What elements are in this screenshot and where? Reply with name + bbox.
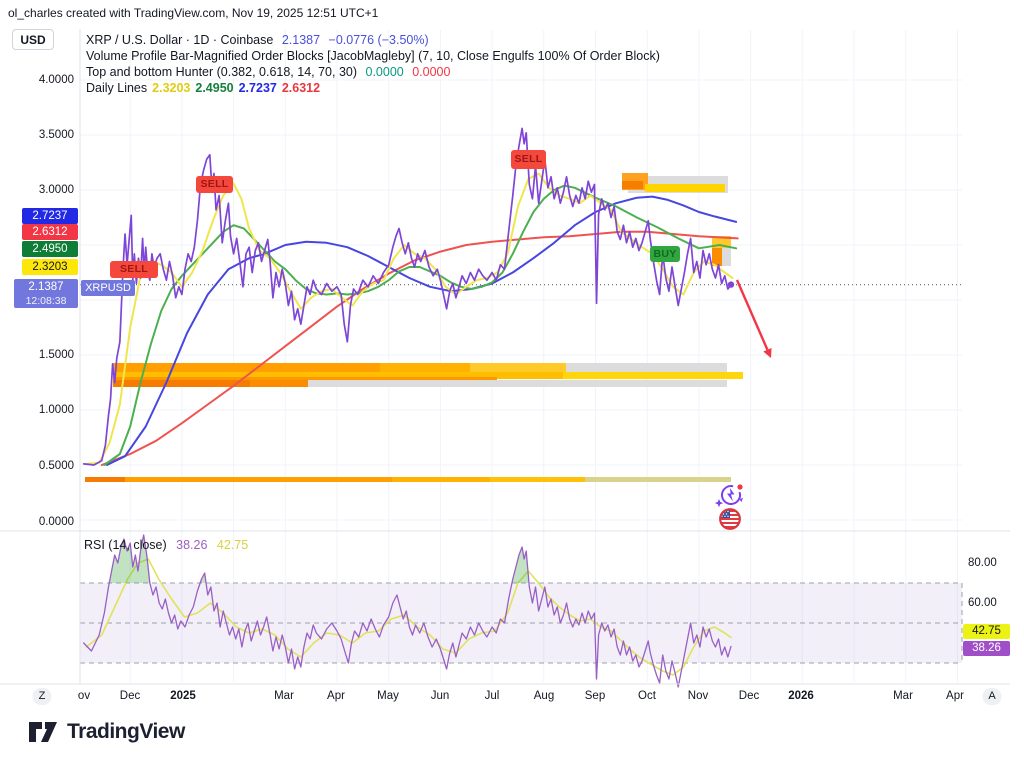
price-axis-tick: 1.5000: [38, 349, 74, 361]
time-axis-label: 2025: [170, 690, 196, 702]
time-axis-label: Mar: [893, 690, 913, 702]
flash-refresh-icon: [714, 484, 743, 508]
price-axis-tick: 0.0000: [38, 516, 74, 528]
time-axis-label: Mar: [274, 690, 294, 702]
price-flag: 2.4950: [22, 241, 78, 257]
currency-button[interactable]: USD: [12, 29, 54, 50]
price-flag: 2.1387 12:08:38: [14, 279, 78, 308]
time-axis-label: Apr: [946, 690, 964, 702]
rsi-axis-tick: 80.00: [968, 557, 997, 569]
last-price: 2.1387: [281, 33, 321, 47]
us-flag-icon: [719, 508, 741, 530]
price-flag: 2.3203: [22, 259, 78, 275]
time-axis-label: Nov: [687, 690, 709, 702]
volume-profile-indicator-title: Volume Profile Bar-Magnified Order Block…: [86, 49, 660, 63]
legend: XRP / U.S. Dollar · 1D · Coinbase 2.1387…: [86, 32, 665, 96]
symbol-title: XRP / U.S. Dollar · 1D · Coinbase: [86, 33, 274, 47]
sell-signal-label: SELL: [196, 176, 233, 193]
legend-daily-lines-row[interactable]: Daily Lines 2.3203 2.4950 2.7237 2.6312: [86, 80, 665, 96]
time-axis-label: Dec: [119, 690, 141, 702]
buy-signal-label: BUY: [650, 246, 680, 262]
symbol-price-tag: XRPUSD: [81, 280, 135, 296]
price-axis-tick: 4.0000: [38, 74, 74, 86]
rsi-value-badge: 38.26: [963, 641, 1010, 656]
timezone-button[interactable]: Z: [32, 688, 52, 705]
tradingview-logo-mark: [29, 722, 57, 742]
rsi-legend[interactable]: RSI (14, close) 38.26 42.75: [84, 538, 254, 552]
tradingview-logo[interactable]: TradingView: [28, 720, 185, 744]
sell-signal-label: SELL: [511, 150, 546, 169]
price-flag: 2.6312: [22, 224, 78, 240]
daily-lines-title: Daily Lines: [86, 81, 148, 95]
price-flag: 2.7237: [22, 208, 78, 224]
price-axis-tick: 1.0000: [38, 404, 74, 416]
time-axis-label: Jul: [484, 690, 500, 702]
time-axis-label: ov: [77, 690, 91, 702]
price-axis-tick: 3.5000: [38, 129, 74, 141]
time-axis-label: Aug: [533, 690, 555, 702]
price-axis: 4.0000 3.5000 3.0000 1.5000 1.0000 0.5000 0.00…: [0, 0, 76, 766]
time-axis-label: May: [377, 690, 399, 702]
rsi-ma-value: 42.75: [216, 538, 249, 552]
flash-refresh-sticker[interactable]: [714, 482, 746, 517]
bar-countdown: 12:08:38: [25, 295, 67, 307]
time-axis-label: Jun: [430, 690, 450, 702]
legend-symbol-row[interactable]: XRP / U.S. Dollar · 1D · Coinbase 2.1387…: [86, 32, 665, 48]
rsi-indicator-title: RSI (14, close): [84, 538, 167, 552]
time-axis-label: Sep: [584, 690, 606, 702]
daily-line-value: 2.4950: [195, 81, 234, 95]
daily-line-value: 2.7237: [238, 81, 277, 95]
attribution-text: ol_charles created with TradingView.com,…: [8, 6, 379, 20]
price-change: −0.0776 (−3.50%): [328, 33, 429, 47]
daily-line-value: 2.3203: [152, 81, 191, 95]
us-flag-sticker[interactable]: [718, 507, 742, 536]
rsi-axis-tick: 60.00: [968, 597, 997, 609]
price-axis-tick: 3.0000: [38, 184, 74, 196]
auto-button[interactable]: A: [982, 688, 1002, 705]
time-axis-label: Dec: [738, 690, 760, 702]
time-axis-label: Apr: [327, 690, 345, 702]
hunter-indicator-title: Top and bottom Hunter (0.382, 0.618, 14,…: [86, 65, 358, 79]
legend-hunter-row[interactable]: Top and bottom Hunter (0.382, 0.618, 14,…: [86, 64, 665, 80]
price-axis-tick: 0.5000: [38, 460, 74, 472]
hunter-value-green: 0.0000: [365, 65, 404, 79]
rsi-value: 38.26: [176, 538, 208, 552]
time-axis-label: Oct: [638, 690, 656, 702]
tradingview-logo-text: TradingView: [67, 720, 185, 743]
sell-signal-label: SELL: [110, 261, 158, 278]
daily-line-value: 2.6312: [281, 81, 321, 95]
rsi-value-badge: 42.75: [963, 624, 1010, 639]
time-axis-label: 2026: [788, 690, 814, 702]
legend-volume-profile-row[interactable]: Volume Profile Bar-Magnified Order Block…: [86, 48, 665, 64]
hunter-value-red: 0.0000: [412, 65, 451, 79]
